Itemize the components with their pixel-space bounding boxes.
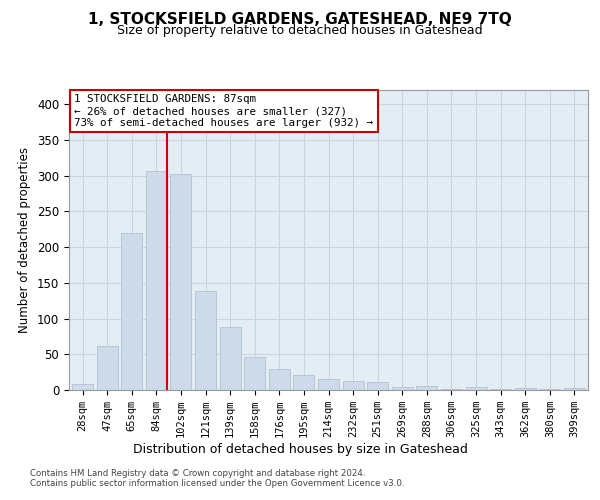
Bar	[343, 380, 364, 390]
Bar	[367, 382, 388, 390]
Bar	[121, 233, 142, 390]
Bar	[318, 380, 339, 390]
Bar	[515, 388, 536, 390]
Bar	[146, 170, 167, 390]
Bar	[170, 174, 191, 390]
Bar	[392, 387, 413, 390]
Text: Contains public sector information licensed under the Open Government Licence v3: Contains public sector information licen…	[30, 479, 404, 488]
Text: 1 STOCKSFIELD GARDENS: 87sqm
← 26% of detached houses are smaller (327)
73% of s: 1 STOCKSFIELD GARDENS: 87sqm ← 26% of de…	[74, 94, 373, 128]
Bar	[269, 368, 290, 390]
Bar	[293, 375, 314, 390]
Text: Distribution of detached houses by size in Gateshead: Distribution of detached houses by size …	[133, 442, 467, 456]
Bar	[195, 292, 216, 390]
Bar	[72, 384, 93, 390]
Bar	[466, 387, 487, 390]
Text: 1, STOCKSFIELD GARDENS, GATESHEAD, NE9 7TQ: 1, STOCKSFIELD GARDENS, GATESHEAD, NE9 7…	[88, 12, 512, 28]
Text: Size of property relative to detached houses in Gateshead: Size of property relative to detached ho…	[117, 24, 483, 37]
Bar	[220, 327, 241, 390]
Bar	[564, 388, 585, 390]
Y-axis label: Number of detached properties: Number of detached properties	[19, 147, 31, 333]
Bar	[97, 346, 118, 390]
Bar	[416, 386, 437, 390]
Text: Contains HM Land Registry data © Crown copyright and database right 2024.: Contains HM Land Registry data © Crown c…	[30, 469, 365, 478]
Bar	[244, 357, 265, 390]
